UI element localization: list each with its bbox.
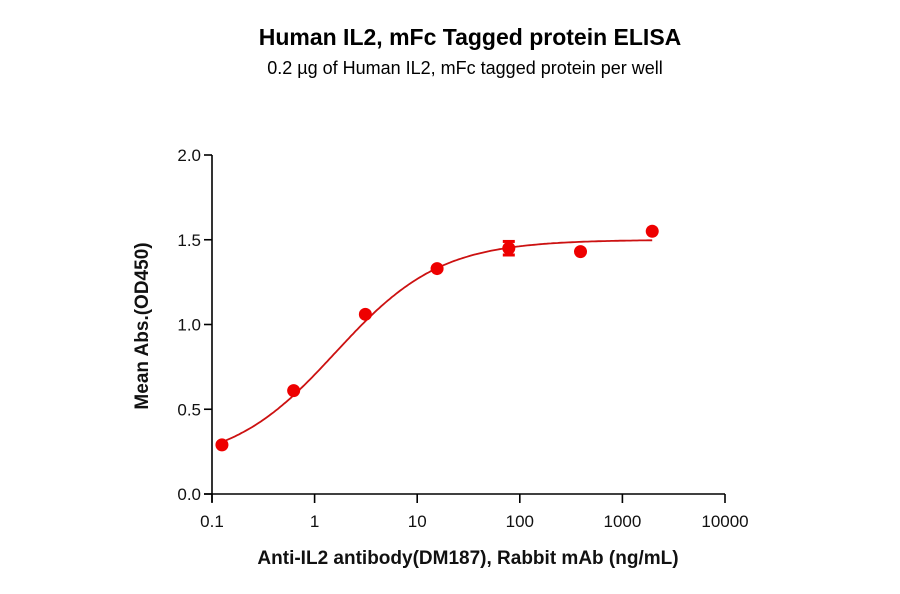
data-point <box>215 438 229 452</box>
data-points <box>215 224 659 452</box>
x-tick-label: 0.1 <box>200 512 224 531</box>
data-point <box>358 307 372 321</box>
y-tick-label: 1.0 <box>177 316 201 335</box>
axes: 0.0 0.5 1.0 1.5 2.0 0.1 1 10 100 1000 10000 <box>177 146 748 531</box>
data-point <box>502 241 516 255</box>
y-tick-label: 2.0 <box>177 146 201 165</box>
x-tick-label: 10000 <box>701 512 748 531</box>
data-point <box>430 262 444 276</box>
y-tick-label: 1.5 <box>177 231 201 250</box>
chart-title: Human IL2, mFc Tagged protein ELISA <box>258 24 682 50</box>
y-tick-label: 0.0 <box>177 485 201 504</box>
x-tick-label: 100 <box>506 512 534 531</box>
data-point <box>574 245 588 259</box>
data-point <box>287 384 301 398</box>
x-tick-label: 1 <box>310 512 319 531</box>
x-tick-label: 1000 <box>603 512 641 531</box>
data-point <box>645 224 659 238</box>
x-axis-title: Anti-IL2 antibody(DM187), Rabbit mAb (ng… <box>257 548 678 569</box>
chart-subtitle: 0.2 µg of Human IL2, mFc tagged protein … <box>267 58 663 78</box>
y-tick-label: 0.5 <box>177 400 201 419</box>
x-tick-label: 10 <box>408 512 427 531</box>
y-axis-title: Mean Abs.(OD450) <box>132 242 153 409</box>
